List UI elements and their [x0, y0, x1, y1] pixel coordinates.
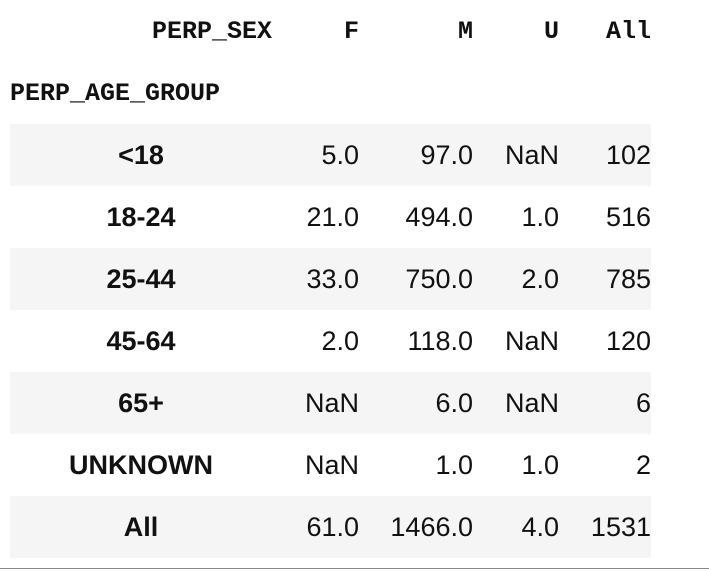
cell-u: 1.0 [521, 449, 559, 480]
cell-m: 6.0 [435, 387, 473, 418]
cell-u: 2.0 [521, 263, 559, 294]
cell-all: 516 [605, 201, 651, 232]
columns-name-label: PERP_SEX [151, 16, 272, 46]
cell-f: 61.0 [306, 511, 359, 542]
empty-header-cell [359, 62, 473, 124]
column-header-m: M [457, 16, 473, 46]
cell-f: NaN [304, 387, 359, 418]
cell-m: 1466.0 [390, 511, 473, 542]
crosstab-table: PERP_SEX F M U All PERP_AGE_GROUP <18 5.… [10, 0, 651, 558]
cell-all: 2 [635, 449, 651, 480]
cell-all: 1531 [590, 511, 651, 542]
cell-m: 118.0 [407, 325, 473, 356]
table-row: 18-24 21.0 494.0 1.0 516 [10, 186, 651, 248]
cell-m: 494.0 [405, 201, 473, 232]
empty-header-cell [473, 62, 559, 124]
row-label: 65+ [118, 387, 164, 418]
columns-name-row: PERP_SEX F M U All [10, 0, 651, 62]
row-label: 45-64 [106, 325, 176, 356]
cell-u: NaN [504, 387, 559, 418]
empty-header-cell [272, 62, 359, 124]
cell-all: 6 [635, 387, 651, 418]
cell-m: 97.0 [420, 139, 473, 170]
cell-u: NaN [504, 325, 559, 356]
cell-f: 21.0 [306, 201, 359, 232]
column-header-all: All [605, 16, 651, 46]
table-row: <18 5.0 97.0 NaN 102 [10, 124, 651, 186]
output-divider [0, 568, 709, 569]
table-row: 25-44 33.0 750.0 2.0 785 [10, 248, 651, 310]
cell-all: 102 [605, 139, 651, 170]
index-name-row: PERP_AGE_GROUP [10, 62, 651, 124]
table-row: 65+ NaN 6.0 NaN 6 [10, 372, 651, 434]
column-header-u: U [543, 16, 559, 46]
table-header: PERP_SEX F M U All PERP_AGE_GROUP [10, 0, 651, 124]
row-label: <18 [118, 139, 164, 170]
cell-f: 33.0 [306, 263, 359, 294]
column-header-f: F [343, 16, 359, 46]
row-label: All [123, 511, 159, 542]
table-row: All 61.0 1466.0 4.0 1531 [10, 496, 651, 558]
cell-m: 750.0 [405, 263, 473, 294]
table-row: 45-64 2.0 118.0 NaN 120 [10, 310, 651, 372]
index-name-label: PERP_AGE_GROUP [10, 78, 221, 108]
cell-u: 4.0 [521, 511, 559, 542]
row-label: 18-24 [106, 201, 176, 232]
cell-all: 120 [605, 325, 651, 356]
row-label: 25-44 [106, 263, 176, 294]
cell-u: 1.0 [521, 201, 559, 232]
empty-header-cell [559, 62, 651, 124]
cell-all: 785 [605, 263, 651, 294]
table-row: UNKNOWN NaN 1.0 1.0 2 [10, 434, 651, 496]
cell-f: NaN [304, 449, 359, 480]
cell-f: 2.0 [321, 325, 359, 356]
cell-u: NaN [504, 139, 559, 170]
table-body: <18 5.0 97.0 NaN 102 18-24 21.0 494.0 1.… [10, 124, 651, 558]
cell-f: 5.0 [321, 139, 359, 170]
cell-m: 1.0 [435, 449, 473, 480]
row-label: UNKNOWN [69, 449, 213, 480]
